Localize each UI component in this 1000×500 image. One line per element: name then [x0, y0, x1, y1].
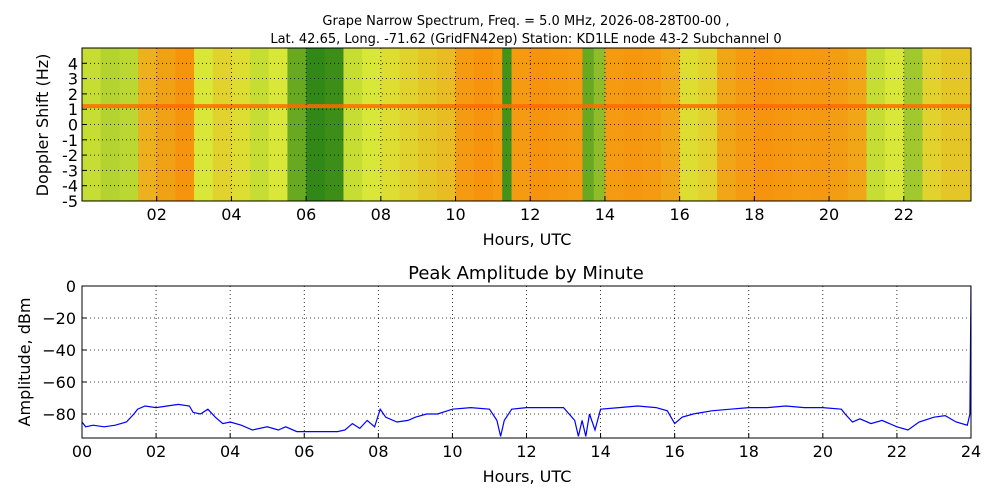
amplitude-y-tick-label: −40 [42, 341, 76, 360]
spectrogram-column [810, 48, 830, 201]
spectrogram-column [791, 48, 811, 201]
spectrogram-x-tick-label: 12 [520, 205, 540, 224]
spectrogram-x-axis-label: Hours, UTC [483, 230, 572, 249]
figure-title-line1: Grape Narrow Spectrum, Freq. = 5.0 MHz, … [322, 14, 729, 29]
spectrogram-column [735, 48, 755, 201]
spectrogram-x-tick-label: 22 [894, 205, 914, 224]
amplitude-x-tick-label: 24 [961, 442, 981, 461]
spectrogram-x-tick-label: 16 [669, 205, 689, 224]
spectrogram-x-tick-label: 18 [744, 205, 764, 224]
amplitude-title: Peak Amplitude by Minute [408, 263, 644, 284]
amplitude-x-tick-label: 02 [146, 442, 166, 461]
spectrogram-column [362, 48, 382, 201]
spectrogram-column [866, 48, 886, 201]
spectrogram-x-tick-label: 06 [296, 205, 316, 224]
amplitude-x-tick-label: 20 [813, 442, 833, 461]
spectrogram-column [642, 48, 662, 201]
amplitude-x-tick-label: 12 [516, 442, 536, 461]
spectrogram-y-tick-label: -1 [62, 131, 78, 150]
amplitude-x-tick-label: 08 [368, 442, 388, 461]
spectrogram-y-tick-label: 3 [68, 70, 78, 89]
figure-title-line2: Lat. 42.65, Long. -71.62 (GridFN42ep) St… [270, 32, 781, 47]
spectrogram-column [492, 48, 503, 201]
spectrogram-column [138, 48, 158, 201]
spectrogram-column [250, 48, 270, 201]
spectrogram-column [623, 48, 643, 201]
amplitude-series-line [82, 286, 971, 437]
spectrogram-columns [82, 48, 971, 201]
spectrogram-column [474, 48, 494, 201]
spectrogram-column [593, 48, 606, 201]
spectrogram-x-tick-label: 08 [371, 205, 391, 224]
spectrogram-y-tick-label: -5 [62, 192, 78, 211]
amplitude-y-tick-label: 0 [66, 277, 76, 296]
spectrogram-x-tick-label: 02 [147, 205, 167, 224]
spectrogram-x-ticks: 02 04 06 08 10 12 14 16 18 20 22 [147, 196, 914, 224]
spectrogram-column [194, 48, 214, 201]
spectrogram-column [287, 48, 307, 201]
spectrogram-column [847, 48, 867, 201]
spectrogram-column [343, 48, 363, 201]
spectrogram-y-tick-label: -3 [62, 161, 78, 180]
spectrogram-column [511, 48, 531, 201]
spectrogram-column [231, 48, 251, 201]
spectrogram-x-tick-label: 10 [445, 205, 465, 224]
spectrogram-y-tick-label: -4 [62, 177, 78, 196]
spectrogram-y-tick-label: -2 [62, 146, 78, 165]
spectrogram-grid [82, 48, 971, 202]
spectrogram-x-tick-label: 14 [595, 205, 615, 224]
spectrogram-column [502, 48, 513, 201]
spectrogram-column [399, 48, 419, 201]
spectrogram-column [82, 48, 102, 201]
spectrogram-column [582, 48, 595, 201]
amplitude-x-tick-label: 18 [739, 442, 759, 461]
spectrogram-y-axis-label: Doppler Shift (Hz) [33, 54, 52, 197]
amplitude-x-ticks: 00 02 04 06 08 10 12 14 16 18 20 22 24 [72, 433, 981, 461]
amplitude-grid [81, 285, 972, 438]
amplitude-x-tick-label: 14 [590, 442, 610, 461]
amplitude-y-axis-label: Amplitude, dBm [15, 298, 34, 427]
amplitude-x-tick-label: 10 [442, 442, 462, 461]
spectrogram-y-tick-label: 0 [68, 116, 78, 135]
amplitude-y-ticks: 0 −20 −40 −60 −80 [42, 277, 87, 424]
amplitude-y-tick-label: −20 [42, 309, 76, 328]
amplitude-y-tick-label: −60 [42, 373, 76, 392]
spectrogram-column [922, 48, 942, 201]
spectrogram-column [455, 48, 475, 201]
spectrogram-column [754, 48, 774, 201]
amplitude-x-tick-label: 06 [294, 442, 314, 461]
spectrogram-column [567, 48, 584, 201]
spectrogram-x-tick-label: 04 [221, 205, 241, 224]
amplitude-x-tick-label: 04 [220, 442, 240, 461]
spectrogram-column [418, 48, 438, 201]
amplitude-y-tick-label: −80 [42, 405, 76, 424]
spectrogram-column [306, 48, 326, 201]
spectrogram-column [119, 48, 139, 201]
spectrogram-column [903, 48, 923, 201]
spectrogram-column [698, 48, 718, 201]
spectrogram-column [530, 48, 550, 201]
amplitude-x-tick-label: 22 [887, 442, 907, 461]
spectrogram-column [679, 48, 699, 201]
spectrogram-y-tick-label: 1 [68, 100, 78, 119]
spectrogram-y-tick-label: 4 [68, 54, 78, 73]
amplitude-x-axis-label: Hours, UTC [483, 467, 572, 486]
amplitude-x-tick-label: 16 [664, 442, 684, 461]
amplitude-panel: Peak Amplitude by Minute 00 02 04 06 08 10 12 1… [15, 263, 981, 486]
spectrogram-column [175, 48, 195, 201]
amplitude-x-tick-label: 00 [72, 442, 92, 461]
spectrogram-x-tick-label: 20 [819, 205, 839, 224]
spectrogram-y-tick-label: 2 [68, 85, 78, 104]
